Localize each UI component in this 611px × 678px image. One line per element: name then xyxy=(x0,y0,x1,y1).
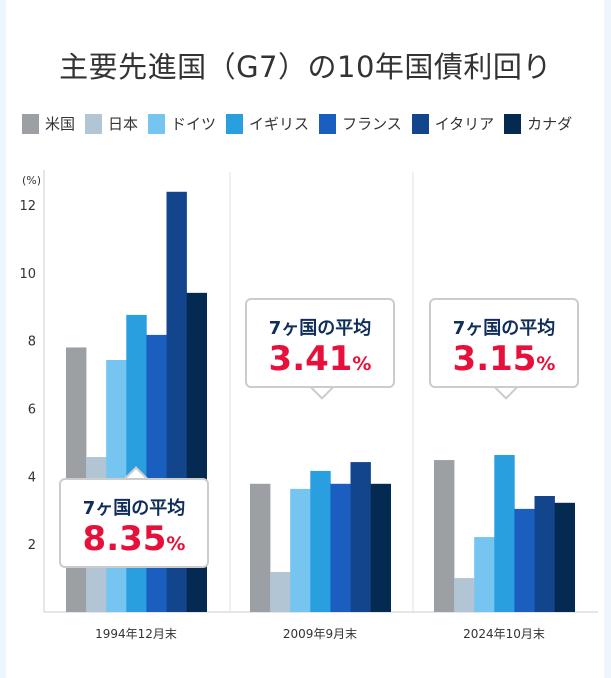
legend-item: 米国 xyxy=(22,113,75,134)
legend-label: カナダ xyxy=(527,115,573,133)
average-callout: 7ヶ国の平均 3.41% xyxy=(245,298,395,388)
y-tick-label: 2 xyxy=(28,538,36,553)
bar-1-0 xyxy=(250,483,271,612)
legend-swatch xyxy=(504,113,522,134)
bar-1-4 xyxy=(330,483,351,612)
legend-swatch xyxy=(319,113,337,134)
y-axis-unit: (%) xyxy=(22,174,41,187)
legend-item: フランス xyxy=(319,113,402,134)
bar-0-4 xyxy=(146,334,167,612)
x-tick-label: 2024年10月末 xyxy=(463,627,545,641)
bar-2-4 xyxy=(514,508,535,612)
average-value-line: 8.35% xyxy=(61,520,207,558)
bar-2-5 xyxy=(534,496,555,612)
legend-swatch xyxy=(226,113,244,134)
y-tick-label: 6 xyxy=(28,403,36,418)
average-unit: % xyxy=(536,353,556,375)
legend-swatch xyxy=(411,113,429,134)
bar-1-2 xyxy=(290,488,311,612)
bar-2-1 xyxy=(454,578,475,612)
legend-swatch xyxy=(22,113,39,134)
legend-label: 日本 xyxy=(108,115,139,133)
chart-title: 主要先進国（G7）の10年国債利回り xyxy=(59,50,552,84)
x-tick-label: 1994年12月末 xyxy=(95,627,177,641)
legend-item: 日本 xyxy=(85,113,138,134)
bar-2-0 xyxy=(434,460,455,612)
bar-2-3 xyxy=(494,454,515,612)
bar-1-3 xyxy=(310,470,331,612)
legend-item: イタリア xyxy=(411,113,495,134)
legend-swatch xyxy=(148,113,166,134)
average-value: 3.41 xyxy=(268,339,353,379)
average-value-line: 3.41% xyxy=(247,340,393,378)
average-label: 7ヶ国の平均 xyxy=(268,318,372,339)
average-label: 7ヶ国の平均 xyxy=(82,498,186,519)
legend-label: フランス xyxy=(342,115,402,133)
average-unit: % xyxy=(166,533,186,555)
legend-label: イタリア xyxy=(434,115,495,133)
average-callout: 7ヶ国の平均 8.35% xyxy=(59,478,209,568)
bar-1-1 xyxy=(270,571,291,612)
legend-item: イギリス xyxy=(226,113,309,134)
legend-swatch xyxy=(85,113,103,134)
bar-2-2 xyxy=(474,537,495,612)
bar-2-6 xyxy=(554,502,575,612)
y-tick-label: 12 xyxy=(19,199,36,214)
legend-label: イギリス xyxy=(249,115,310,133)
legend-item: ドイツ xyxy=(148,113,216,134)
x-tick-label: 2009年9月末 xyxy=(283,627,357,641)
average-callout: 7ヶ国の平均 3.15% xyxy=(429,298,579,388)
average-value-line: 3.15% xyxy=(431,340,577,378)
average-unit: % xyxy=(352,353,372,375)
bar-1-6 xyxy=(370,483,391,612)
legend: 米国 日本 ドイツ イギリス フランス イタリア カナダ xyxy=(22,113,572,134)
legend-item: カナダ xyxy=(504,113,572,134)
legend-label: 米国 xyxy=(45,115,76,133)
legend-label: ドイツ xyxy=(171,115,217,133)
bar-1-5 xyxy=(350,462,371,612)
average-value: 8.35 xyxy=(82,519,167,559)
y-tick-label: 8 xyxy=(28,335,36,350)
average-value: 3.15 xyxy=(452,339,537,379)
y-tick-label: 4 xyxy=(28,470,36,485)
y-tick-label: 10 xyxy=(19,267,36,282)
average-label: 7ヶ国の平均 xyxy=(452,318,556,339)
